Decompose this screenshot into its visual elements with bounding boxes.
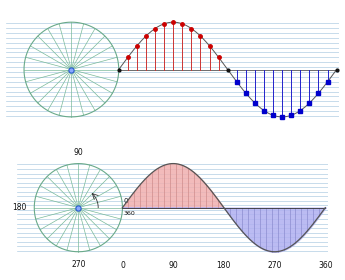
Text: 360: 360 <box>123 211 135 216</box>
Text: 270: 270 <box>267 262 282 270</box>
Text: 90: 90 <box>73 148 83 157</box>
Text: 0: 0 <box>123 198 128 204</box>
Text: 360: 360 <box>318 262 333 270</box>
Text: 90: 90 <box>168 262 178 270</box>
Text: 180: 180 <box>12 203 26 212</box>
Text: 180: 180 <box>217 262 231 270</box>
Text: 270: 270 <box>71 260 86 269</box>
Text: 0: 0 <box>120 262 125 270</box>
